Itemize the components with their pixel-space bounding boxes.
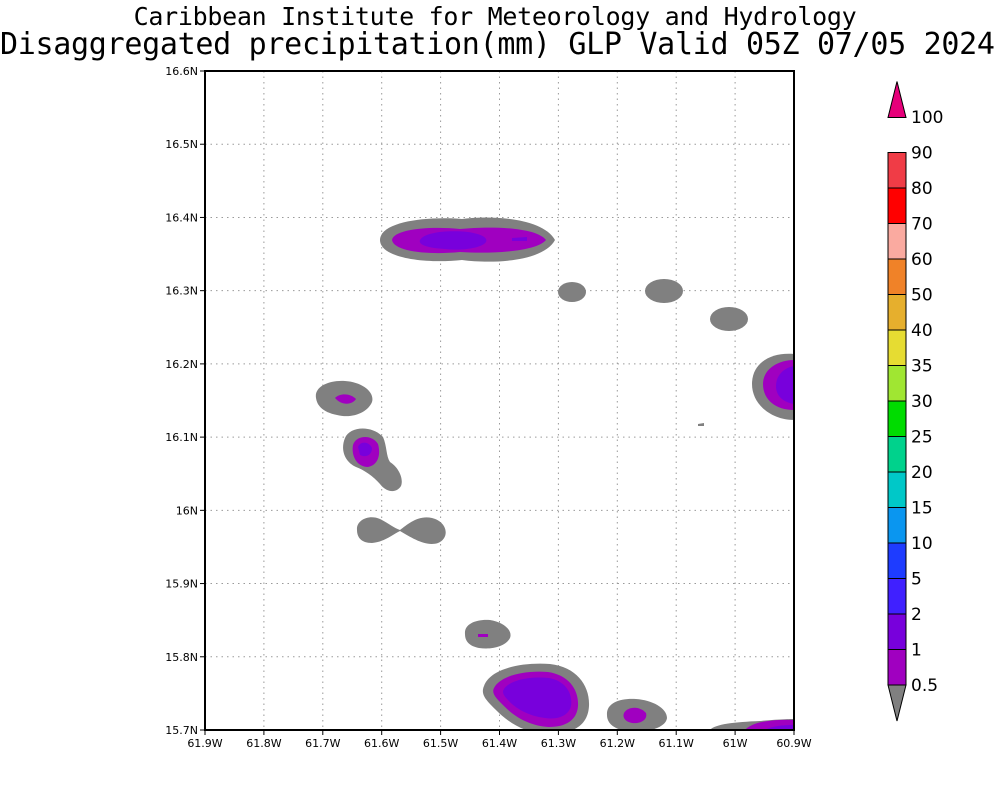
precip-cell-grey	[558, 282, 586, 302]
legend-level-label: 100	[911, 108, 943, 128]
legend-level-label: 2	[911, 605, 922, 625]
legend-swatch	[887, 613, 907, 650]
map-title-institute: Caribbean Institute for Meteorology and …	[133, 2, 857, 31]
x-tick-label: 61.8W	[246, 737, 281, 750]
x-tick-label: 61.2W	[600, 737, 635, 750]
y-tick-label: 16.3N	[165, 285, 198, 298]
x-tick-label: 61.7W	[305, 737, 340, 750]
y-tick-label: 16.6N	[165, 65, 198, 78]
x-tick-label: 61.1W	[659, 737, 694, 750]
precip-cell-grey	[698, 423, 704, 426]
y-tick-label: 15.7N	[165, 724, 198, 737]
legend-swatch	[887, 542, 907, 579]
y-tick-label: 16.4N	[165, 211, 198, 224]
legend-swatch	[887, 436, 907, 473]
legend-level-label: 25	[911, 428, 933, 448]
legend-swatch	[887, 81, 907, 118]
legend-level-label: 15	[911, 499, 933, 519]
legend-swatch	[887, 329, 907, 366]
legend-swatch	[887, 294, 907, 331]
legend-level-label: 1	[911, 641, 922, 661]
y-tick-label: 16.1N	[165, 431, 198, 444]
legend-swatch	[887, 684, 907, 722]
y-tick-label: 15.9N	[165, 578, 198, 591]
legend-level-label: 0.5	[911, 676, 938, 696]
legend-level-label: 10	[911, 534, 933, 554]
legend-level-label: 90	[911, 144, 933, 164]
precip-cell-grey	[645, 279, 683, 303]
precip-cell-south	[464, 619, 511, 649]
y-tick-label: 16.2N	[165, 358, 198, 371]
x-tick-label: 61W	[723, 737, 748, 750]
legend-swatch	[887, 152, 907, 189]
precip-cell-small-south	[606, 698, 667, 730]
precip-cell-north-band	[380, 217, 555, 262]
y-tick-label: 16.5N	[165, 138, 198, 151]
legend-level-label: 20	[911, 463, 933, 483]
legend-level-label: 30	[911, 392, 933, 412]
legend-swatch	[887, 258, 907, 295]
precip-cell-west	[315, 380, 373, 417]
legend-swatch	[887, 507, 907, 544]
legend-swatch	[887, 578, 907, 615]
legend-swatch	[887, 471, 907, 508]
legend-swatch	[887, 649, 907, 686]
precipitation-fields	[315, 217, 794, 730]
y-tick-label: 16N	[176, 504, 198, 517]
legend-level-label: 70	[911, 215, 933, 235]
x-tick-label: 61.5W	[423, 737, 458, 750]
legend-swatch	[887, 187, 907, 224]
map-gridlines: 61.9W 61.8W 61.7W 61.6W 61.5W 61.4W 61.3W 61.2W…	[165, 65, 812, 750]
x-tick-label: 61.9W	[187, 737, 222, 750]
legend-level-label: 5	[911, 570, 922, 590]
precip-cell-east	[752, 353, 794, 420]
x-tick-label: 61.4W	[482, 737, 517, 750]
y-tick-label: 15.8N	[165, 651, 198, 664]
precip-cell-southeast	[482, 663, 590, 730]
x-tick-label: 60.9W	[776, 737, 811, 750]
precip-cell-bottom-edge	[710, 719, 794, 730]
precip-cell-grey	[710, 307, 748, 331]
legend-swatch	[887, 223, 907, 260]
legend-level-label: 80	[911, 179, 933, 199]
legend-level-label: 40	[911, 321, 933, 341]
precip-cell-southwest	[343, 428, 402, 492]
legend-swatch	[887, 365, 907, 402]
map-frame	[204, 70, 795, 731]
x-tick-label: 61.6W	[364, 737, 399, 750]
legend-level-label: 60	[911, 250, 933, 270]
legend-level-label: 35	[911, 357, 933, 377]
legend-level-label: 50	[911, 286, 933, 306]
legend-swatch	[887, 400, 907, 437]
map-title-product: Disaggregated precipitation(mm) GLP Vali…	[0, 27, 995, 62]
precip-cell-grey	[356, 517, 446, 544]
x-tick-label: 61.3W	[541, 737, 576, 750]
